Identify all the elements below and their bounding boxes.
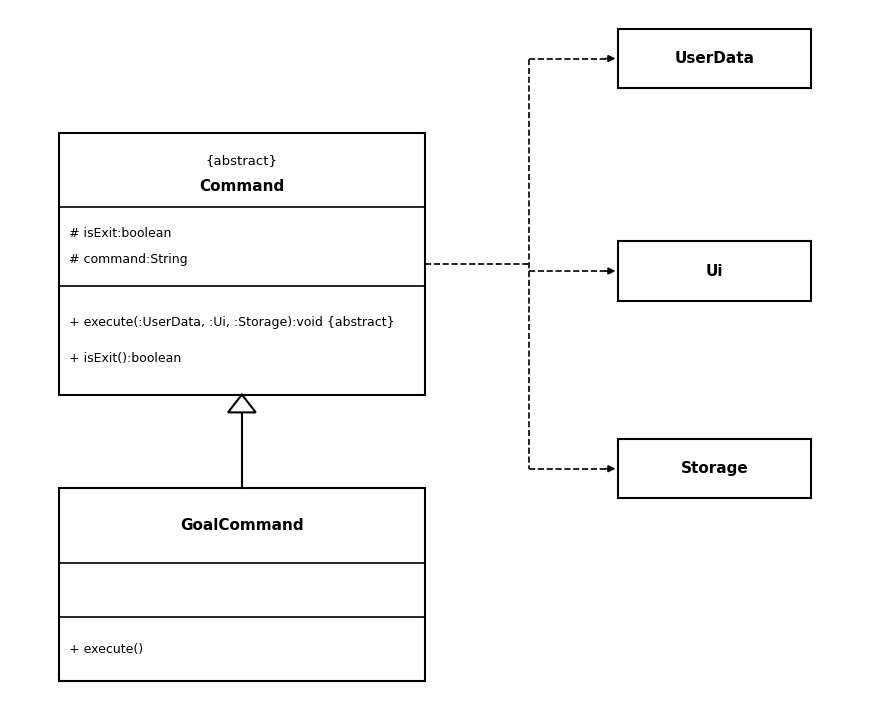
Bar xyxy=(619,29,811,88)
Text: Ui: Ui xyxy=(706,264,724,279)
Text: Command: Command xyxy=(200,179,284,194)
Text: + execute(:UserData, :Ui, :Storage):void {abstract}: + execute(:UserData, :Ui, :Storage):void… xyxy=(68,315,394,328)
Text: {abstract}: {abstract} xyxy=(206,154,278,167)
Text: + execute(): + execute() xyxy=(68,643,143,656)
Text: Storage: Storage xyxy=(681,462,749,476)
Text: UserData: UserData xyxy=(675,51,755,66)
Bar xyxy=(59,132,425,395)
Bar xyxy=(619,439,811,498)
Text: + isExit():boolean: + isExit():boolean xyxy=(68,352,181,365)
Text: # isExit:boolean: # isExit:boolean xyxy=(68,227,171,240)
Text: # command:String: # command:String xyxy=(68,253,187,266)
Bar xyxy=(59,488,425,681)
Text: GoalCommand: GoalCommand xyxy=(180,518,304,533)
Bar xyxy=(619,241,811,301)
Polygon shape xyxy=(228,395,255,413)
